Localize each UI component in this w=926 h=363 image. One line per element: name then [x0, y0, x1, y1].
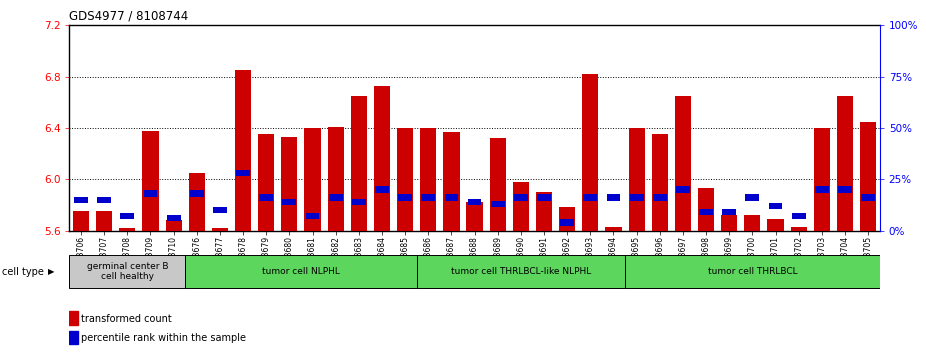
Bar — [258, 134, 274, 231]
Bar — [69, 311, 78, 325]
Bar — [582, 74, 598, 231]
Bar — [375, 186, 389, 193]
Text: tumor cell NLPHL: tumor cell NLPHL — [262, 267, 340, 276]
Text: tumor cell THRLBCL-like NLPHL: tumor cell THRLBCL-like NLPHL — [451, 267, 591, 276]
Bar — [73, 211, 89, 231]
Bar — [69, 331, 78, 344]
Bar — [652, 134, 668, 231]
Bar — [397, 128, 413, 231]
Bar — [329, 195, 343, 201]
Bar — [837, 96, 853, 231]
Bar — [166, 220, 181, 231]
Bar — [236, 170, 250, 176]
Bar — [675, 96, 691, 231]
Bar — [860, 122, 876, 231]
Bar — [190, 190, 204, 197]
Bar — [769, 203, 782, 209]
Bar — [861, 195, 875, 201]
Bar — [490, 138, 506, 231]
Bar — [513, 182, 529, 231]
Bar — [630, 195, 644, 201]
Bar — [421, 195, 435, 201]
Bar — [699, 209, 713, 215]
Bar — [768, 219, 783, 231]
Bar — [143, 131, 158, 231]
Bar — [491, 201, 505, 207]
Bar — [69, 255, 185, 288]
Bar — [259, 195, 273, 201]
Bar — [185, 255, 417, 288]
Text: germinal center B
cell healthy: germinal center B cell healthy — [86, 262, 169, 281]
Bar — [282, 199, 296, 205]
Text: transformed count: transformed count — [81, 314, 172, 324]
Text: cell type: cell type — [2, 266, 44, 277]
Bar — [96, 211, 112, 231]
Bar — [676, 186, 690, 193]
Bar — [417, 255, 625, 288]
Bar — [119, 228, 135, 231]
Bar — [838, 186, 852, 193]
Bar — [721, 215, 737, 231]
Bar — [235, 70, 251, 231]
Bar — [189, 173, 205, 231]
Bar — [305, 128, 320, 231]
Bar — [792, 213, 806, 219]
Bar — [791, 227, 807, 231]
Bar — [213, 207, 227, 213]
Bar — [629, 128, 644, 231]
Bar — [815, 186, 829, 193]
Bar — [583, 195, 597, 201]
Bar — [560, 219, 574, 225]
Bar — [514, 195, 528, 201]
Bar — [722, 209, 736, 215]
Bar — [352, 199, 366, 205]
Bar — [745, 215, 760, 231]
Text: percentile rank within the sample: percentile rank within the sample — [81, 334, 246, 343]
Bar — [537, 195, 551, 201]
Bar — [625, 255, 880, 288]
Bar — [282, 137, 297, 231]
Bar — [420, 128, 436, 231]
Bar — [698, 188, 714, 231]
Bar — [306, 213, 319, 219]
Bar — [444, 195, 458, 201]
Bar — [745, 195, 759, 201]
Bar — [607, 195, 620, 201]
Bar — [467, 202, 482, 231]
Text: GDS4977 / 8108744: GDS4977 / 8108744 — [69, 9, 189, 22]
Bar — [536, 192, 552, 231]
Bar — [468, 199, 482, 205]
Bar — [74, 196, 88, 203]
Bar — [328, 127, 344, 231]
Bar — [398, 195, 412, 201]
Bar — [167, 215, 181, 221]
Bar — [606, 227, 621, 231]
Bar — [144, 190, 157, 197]
Bar — [212, 228, 228, 231]
Bar — [559, 207, 575, 231]
Text: tumor cell THRLBCL: tumor cell THRLBCL — [707, 267, 797, 276]
Text: ▶: ▶ — [48, 267, 55, 276]
Bar — [814, 128, 830, 231]
Bar — [97, 196, 111, 203]
Bar — [653, 195, 667, 201]
Bar — [444, 132, 459, 231]
Bar — [374, 86, 390, 231]
Bar — [120, 213, 134, 219]
Bar — [351, 96, 367, 231]
